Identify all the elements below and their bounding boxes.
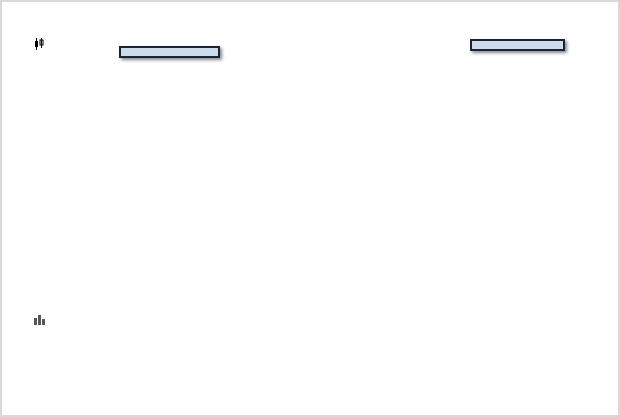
candlestick-icon	[35, 38, 44, 50]
callout-up-for-week	[470, 39, 565, 51]
callout-all-time-closing-high	[119, 46, 220, 58]
volume-bars-icon	[34, 315, 45, 325]
volume-panel-legend	[34, 314, 49, 325]
price-panel-legend	[34, 38, 49, 50]
chart-header	[8, 5, 612, 35]
